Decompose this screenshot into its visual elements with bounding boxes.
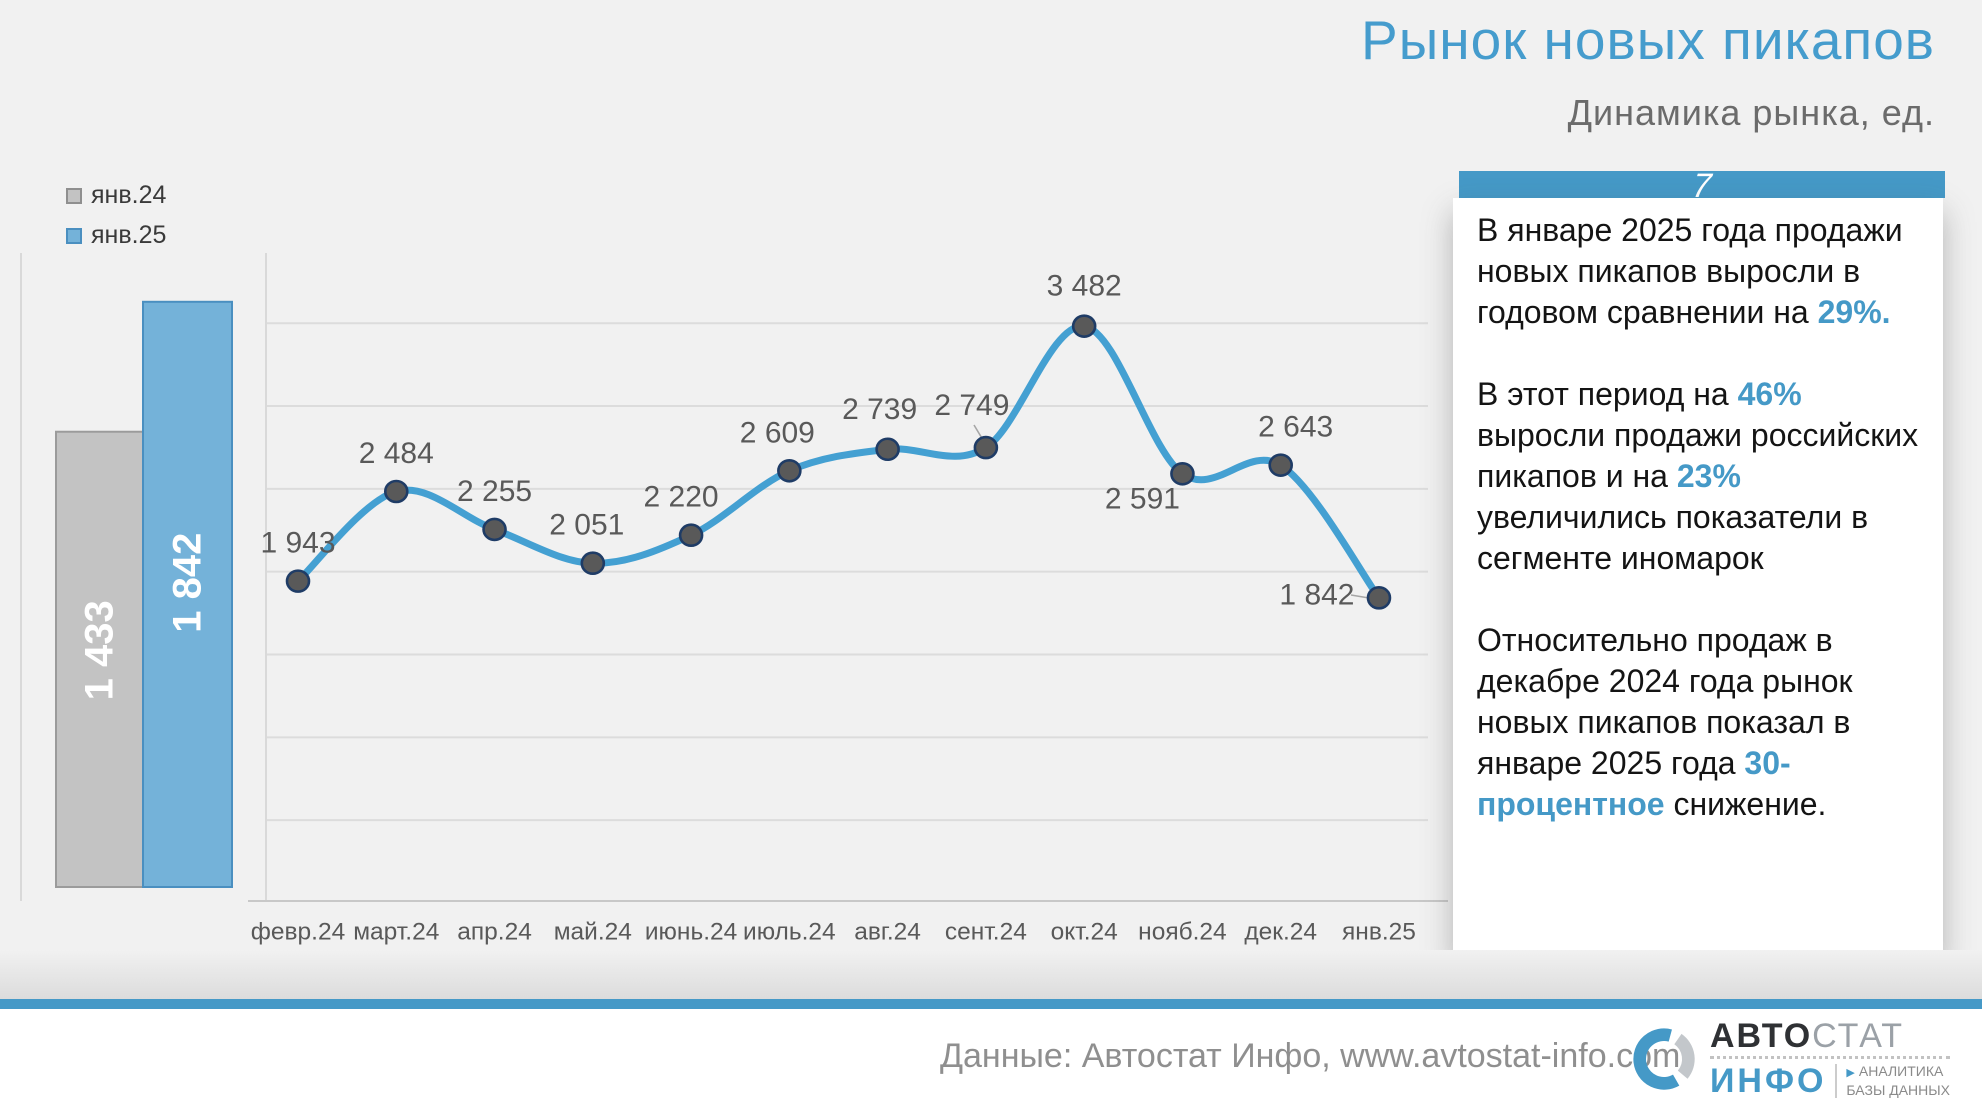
panel-paragraph: Относительно продаж в декабре 2024 года … xyxy=(1477,620,1919,825)
logo-brand-bold: АВТО xyxy=(1709,1017,1813,1055)
data-point-янв.25 xyxy=(1366,586,1392,610)
data-point-февр.24 xyxy=(285,569,311,593)
panel-text: выросли продажи российских пикапов и на xyxy=(1477,417,1919,494)
x-axis-label: апр.24 xyxy=(457,919,532,946)
logo-tagline: ▶ АНАЛИТИКА БАЗЫ ДАННЫХ xyxy=(1846,1063,1950,1099)
logo-tagline-1: АНАЛИТИКА xyxy=(1858,1063,1944,1079)
bottom-accent-band xyxy=(0,999,1982,1009)
panel-text: В этот период на xyxy=(1477,376,1738,412)
panel-text: снижение. xyxy=(1664,786,1827,822)
legend-swatch xyxy=(66,187,82,204)
panel-paragraph: В этот период на 46% выросли продажи рос… xyxy=(1477,374,1919,579)
data-point-май.24 xyxy=(580,551,606,576)
data-point-авг.24 xyxy=(875,437,900,462)
page-number: 7 xyxy=(1687,171,1717,198)
data-source-text: Данные: Автостат Инфо, www.avtostat-info… xyxy=(940,1037,1681,1075)
x-axis-label: дек.24 xyxy=(1244,919,1317,946)
bar-value-label: 1 433 xyxy=(78,600,122,700)
data-label: 3 482 xyxy=(1047,270,1122,303)
x-axis-label: февр.24 xyxy=(251,919,345,946)
logo-brand-light: СТАТ xyxy=(1812,1017,1904,1055)
panel-accent-text: 30-процентное xyxy=(1477,745,1791,822)
x-axis-label: июнь.24 xyxy=(645,919,737,946)
bar-янв.25 xyxy=(142,300,233,889)
data-point-нояб.24 xyxy=(1170,461,1195,486)
data-point-апр.24 xyxy=(482,517,507,542)
logo-brand-sub: ИНФО xyxy=(1709,1062,1827,1100)
data-label: 2 051 xyxy=(549,509,624,542)
logo-brand-bottom: ИНФО ▶ АНАЛИТИКА БАЗЫ ДАННЫХ xyxy=(1710,1063,1950,1099)
label-leader-line xyxy=(1350,594,1370,599)
page-title: Рынок новых пикапов xyxy=(1361,9,1935,71)
logo-divider-dots xyxy=(1709,1056,1950,1059)
panel-text: увеличились показатели в сегменте иномар… xyxy=(1477,499,1869,576)
insight-panel: В январе 2025 года продажи новых пикапов… xyxy=(1453,198,1943,955)
data-label: 2 739 xyxy=(842,393,917,426)
data-point-дек.24 xyxy=(1268,453,1293,477)
panel-accent-text: 46% xyxy=(1737,376,1802,412)
footer: Данные: Автостат Инфо, www.avtostat-info… xyxy=(0,1009,1982,1110)
x-axis-label: окт.24 xyxy=(1051,919,1118,946)
logo-swirl-icon xyxy=(1633,1028,1695,1090)
page-subtitle: Динамика рынка, ед. xyxy=(1567,92,1935,133)
logo-brand-top: АВТОСТАТ xyxy=(1710,1019,1950,1053)
legend-label: янв.24 xyxy=(91,181,167,209)
data-label: 2 591 xyxy=(1105,482,1180,515)
logo-separator xyxy=(1835,1064,1838,1098)
legend-label: янв.25 xyxy=(91,221,167,249)
line-series-path xyxy=(294,322,1383,602)
data-label: 2 749 xyxy=(934,389,1009,422)
logo-arrow-icon: ▶ xyxy=(1846,1067,1855,1079)
x-axis-label: нояб.24 xyxy=(1138,919,1227,946)
panel-header-bar: 7 xyxy=(1459,171,1945,198)
x-axis-label: сент.24 xyxy=(945,919,1027,946)
bottom-fade xyxy=(0,950,1982,999)
data-label: 1 842 xyxy=(1279,578,1354,611)
data-point-сент.24 xyxy=(973,435,999,460)
data-label: 2 484 xyxy=(359,437,434,470)
data-point-март.24 xyxy=(383,479,409,504)
data-point-июль.24 xyxy=(777,458,802,483)
legend-item: янв.25 xyxy=(66,221,166,250)
legend-item: янв.24 xyxy=(66,181,166,210)
panel-accent-text: 29%. xyxy=(1817,294,1891,330)
data-label: 2 643 xyxy=(1258,411,1333,444)
logo-text: АВТОСТАТ ИНФО ▶ АНАЛИТИКА БАЗЫ ДАННЫХ xyxy=(1709,1019,1950,1099)
logo-tagline-2: БАЗЫ ДАННЫХ xyxy=(1846,1082,1950,1098)
x-axis-label: июль.24 xyxy=(743,919,836,946)
panel-accent-text: 23% xyxy=(1676,458,1741,494)
avtostat-logo: АВТОСТАТ ИНФО ▶ АНАЛИТИКА БАЗЫ ДАННЫХ xyxy=(1628,1019,1950,1099)
panel-paragraph: В январе 2025 года продажи новых пикапов… xyxy=(1477,210,1919,333)
legend-swatch xyxy=(66,227,82,244)
panel-text: В январе 2025 года продажи новых пикапов… xyxy=(1477,212,1903,330)
data-point-окт.24 xyxy=(1071,314,1097,338)
data-label: 2 609 xyxy=(740,416,815,449)
data-label: 2 220 xyxy=(644,481,719,514)
panel-text: Относительно продаж в декабре 2024 года … xyxy=(1477,622,1853,781)
x-axis-label: март.24 xyxy=(353,919,439,946)
x-axis-label: май.24 xyxy=(554,919,632,946)
x-axis-label: янв.25 xyxy=(1342,919,1416,946)
data-point-июнь.24 xyxy=(678,523,704,548)
data-label: 2 255 xyxy=(457,475,532,508)
bar-value-label: 1 842 xyxy=(166,533,210,633)
data-label: 1 943 xyxy=(260,527,335,560)
chart-legend: янв.24 янв.25 xyxy=(66,181,166,250)
x-axis-label: авг.24 xyxy=(854,919,921,946)
